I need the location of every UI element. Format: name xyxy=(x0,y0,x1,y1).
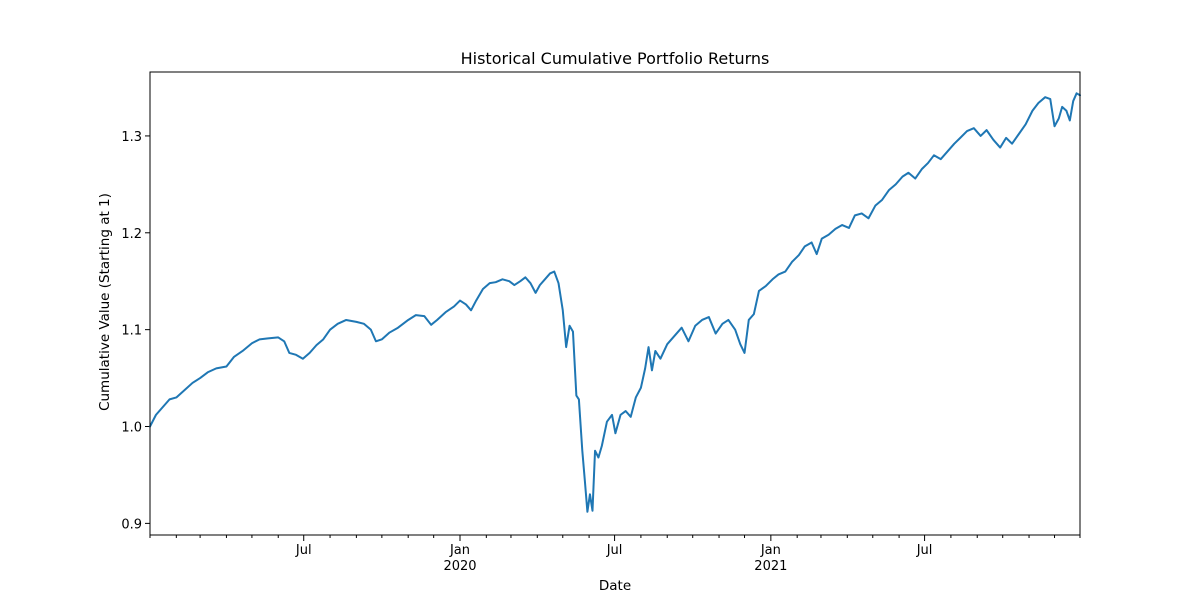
y-axis-title: Cumulative Value (Starting at 1) xyxy=(97,193,113,411)
chart-title: Historical Cumulative Portfolio Returns xyxy=(461,49,770,68)
y-tick-label: 1.0 xyxy=(121,421,142,436)
y-tick-label: 1.3 xyxy=(121,130,142,145)
plot-frame xyxy=(149,71,1081,536)
y-axis-ticks: 0.9 1.0 1.1 1.2 1.3 xyxy=(121,130,150,532)
x-tick-label: Jan xyxy=(760,543,781,558)
x-tick-year-label: 2021 xyxy=(754,559,787,574)
y-tick-label: 1.2 xyxy=(121,227,142,242)
y-tick-label: 0.9 xyxy=(121,517,142,532)
x-axis-title: Date xyxy=(599,578,631,594)
y-tick-label: 1.1 xyxy=(121,324,142,339)
x-tick-year-label: 2020 xyxy=(443,559,476,574)
x-tick-label: Jul xyxy=(606,543,623,558)
x-tick-label: Jan xyxy=(449,543,470,558)
series-line xyxy=(149,92,1081,513)
x-tick-label: Jul xyxy=(916,543,933,558)
x-tick-label: Jul xyxy=(295,543,312,558)
